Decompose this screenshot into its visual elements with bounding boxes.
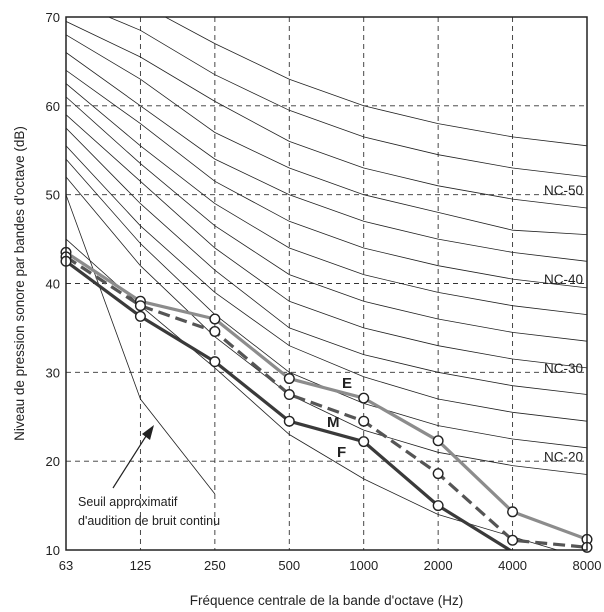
marker-M-4000 xyxy=(507,534,519,546)
nc-label-NC-50: NC-50 xyxy=(544,183,583,198)
marker-E-1000 xyxy=(358,392,370,404)
y-tick-50: 50 xyxy=(46,188,60,203)
nc-curve-6 xyxy=(66,83,587,315)
annotation-arrow xyxy=(112,432,149,489)
marker-M-2000 xyxy=(432,468,444,480)
nc-curve-1 xyxy=(107,17,587,178)
x-tick-250: 250 xyxy=(204,558,226,573)
series-line-F xyxy=(66,260,513,550)
threshold-curve-1 xyxy=(66,238,559,550)
series-label-M: M xyxy=(327,414,340,431)
nc-label-NC-30: NC-30 xyxy=(544,361,583,376)
threshold-curve-0 xyxy=(66,194,216,495)
nc-curve-3 xyxy=(66,34,587,235)
series-labels: E MF xyxy=(327,375,352,461)
y-tick-labels: 10 20 30 40 50 60 70 xyxy=(46,10,60,558)
marker-F-1000 xyxy=(358,436,370,448)
x-tick-labels: 63 125 250 500 1000 2000 4000 8000 xyxy=(59,558,602,573)
grid xyxy=(66,17,587,550)
marker-F-500 xyxy=(283,415,295,427)
nc-curve-9 xyxy=(66,127,587,395)
nc-curve-8 xyxy=(66,114,587,369)
y-tick-20: 20 xyxy=(46,454,60,469)
series-label-E: E xyxy=(342,375,352,392)
annotation-line-2: d'audition de bruit continu xyxy=(78,514,220,528)
marker-M-125 xyxy=(134,300,146,312)
marker-E-4000 xyxy=(507,506,519,518)
marker-F-2000 xyxy=(432,500,444,512)
nc-labels: NC-50 NC-40 NC-30 NC-20 xyxy=(544,183,583,465)
y-tick-60: 60 xyxy=(46,99,60,114)
marker-E-250 xyxy=(209,313,221,325)
nc-label-NC-20: NC-20 xyxy=(544,450,583,465)
y-tick-40: 40 xyxy=(46,277,60,292)
marker-E-2000 xyxy=(432,435,444,447)
threshold-annotation: Seuil approximatif d'audition de bruit c… xyxy=(78,425,220,528)
x-tick-63: 63 xyxy=(59,558,73,573)
y-axis-label: Niveau de pression sonore par bandes d'o… xyxy=(12,126,27,441)
nc-label-NC-40: NC-40 xyxy=(544,272,583,287)
nc-curves xyxy=(66,17,587,475)
x-tick-125: 125 xyxy=(130,558,152,573)
marker-E-500 xyxy=(283,373,295,385)
x-tick-4000: 4000 xyxy=(498,558,527,573)
x-tick-8000: 8000 xyxy=(573,558,602,573)
series-line-E xyxy=(66,251,587,541)
marker-F-125 xyxy=(134,310,146,322)
x-tick-1000: 1000 xyxy=(349,558,378,573)
nc-curve-12 xyxy=(66,176,587,475)
plot-frame xyxy=(65,16,588,551)
series-label-F: F xyxy=(337,444,346,461)
nc-curve-5 xyxy=(66,69,587,289)
x-axis-label: Fréquence centrale de la bande d'octave … xyxy=(190,593,464,608)
y-tick-70: 70 xyxy=(46,10,60,25)
nc-curve-10 xyxy=(66,145,587,422)
y-tick-10: 10 xyxy=(46,543,60,558)
nc-curve-0 xyxy=(164,17,587,147)
marker-F-250 xyxy=(209,356,221,368)
x-tick-2000: 2000 xyxy=(424,558,453,573)
nc-curve-4 xyxy=(66,52,587,262)
x-tick-500: 500 xyxy=(278,558,300,573)
series-lines xyxy=(66,251,587,550)
nc-curve-2 xyxy=(66,21,587,209)
annotation-line-1: Seuil approximatif xyxy=(78,495,178,509)
threshold-curves xyxy=(66,194,559,550)
marker-M-250 xyxy=(209,325,221,337)
y-tick-30: 30 xyxy=(46,365,60,380)
marker-M-1000 xyxy=(358,415,370,427)
marker-M-500 xyxy=(283,389,295,401)
nc-curve-7 xyxy=(66,96,587,342)
annotation-arrow-head xyxy=(142,425,154,440)
